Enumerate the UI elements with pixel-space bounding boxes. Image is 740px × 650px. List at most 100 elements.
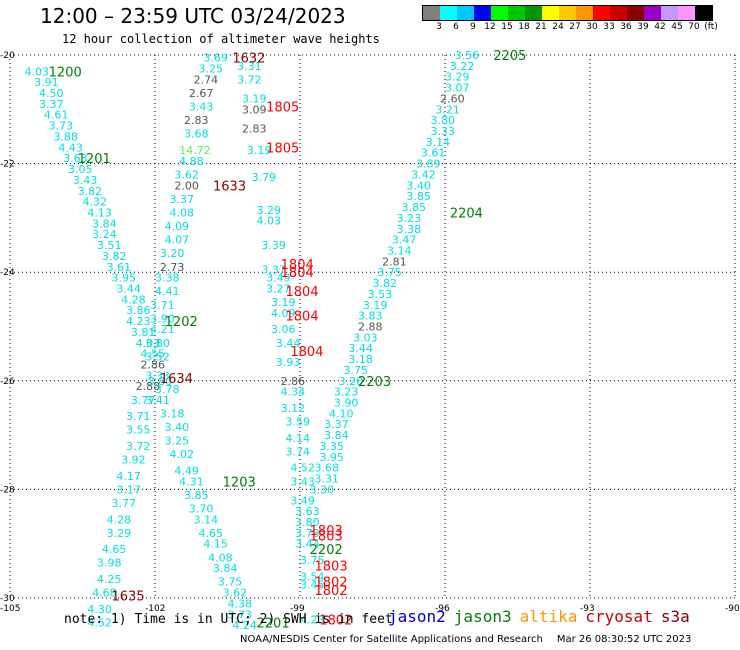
pass-time-label: 1635 bbox=[112, 589, 145, 604]
colorbar-label: 18 bbox=[518, 22, 530, 32]
wave-height-value: 4.50 bbox=[39, 87, 64, 100]
legend-jason2: jason2 bbox=[388, 607, 446, 626]
wave-height-value: 3.20 bbox=[160, 247, 185, 260]
wave-height-value: 3.25 bbox=[165, 435, 190, 448]
wave-height-value: 3.18 bbox=[160, 407, 185, 420]
colorbar-swatch bbox=[610, 6, 627, 20]
wave-height-colorbar: 3 6 9 12 15 18 21 24 27 30 33 36 39 42 45 70 (ft) bbox=[422, 5, 718, 33]
colorbar-label: 27 bbox=[569, 22, 581, 32]
wave-height-value: 4.10 bbox=[329, 407, 354, 420]
wave-height-value: 4.61 bbox=[44, 109, 68, 122]
colorbar-swatches bbox=[422, 5, 713, 21]
pass-time-label: 2203 bbox=[358, 375, 391, 390]
wave-height-value: 3.43 bbox=[290, 475, 315, 488]
pass-time-label: 1804 bbox=[281, 258, 314, 273]
wave-height-value: 4.21 bbox=[150, 323, 175, 336]
lat-tick-label: -24 bbox=[0, 268, 15, 278]
wave-height-value: 2.74 bbox=[194, 73, 219, 86]
wave-height-value: 4.32 bbox=[83, 196, 108, 209]
wave-height-value: 3.82 bbox=[78, 185, 103, 198]
generated-timestamp: Mar 26 08:30:52 UTC 2023 bbox=[556, 634, 692, 645]
pass-time-label: 1804 bbox=[290, 345, 323, 360]
wave-height-value: 3.77 bbox=[112, 497, 137, 510]
wave-height-value: 4.23 bbox=[126, 315, 151, 328]
wave-height-value: 4.55 bbox=[141, 348, 166, 361]
wave-height-value: 3.85 bbox=[184, 489, 209, 502]
wave-height-value: 3.72 bbox=[237, 73, 262, 86]
wave-height-value: 3.75 bbox=[377, 266, 402, 279]
wave-height-value: 4.34 bbox=[281, 386, 306, 399]
wave-height-value: 4.13 bbox=[87, 206, 112, 219]
wave-height-value: 3.49 bbox=[266, 272, 291, 285]
wave-height-value: 3.39 bbox=[261, 239, 286, 252]
wave-height-value: 3.37 bbox=[261, 263, 286, 276]
lon-tick-label: -96 bbox=[435, 604, 450, 614]
pass-time-label: 2201 bbox=[257, 616, 290, 631]
wave-height-value: 3.47 bbox=[392, 234, 417, 247]
wave-height-value: 3.19 bbox=[363, 299, 388, 312]
wave-height-value: 2.86 bbox=[281, 375, 306, 388]
wave-height-value: 3.83 bbox=[358, 310, 383, 323]
wave-height-value: 3.43 bbox=[189, 101, 214, 114]
wave-height-value: 4.08 bbox=[170, 206, 195, 219]
wave-height-value: 3.73 bbox=[49, 120, 74, 133]
wave-height-value: 4.52 bbox=[87, 616, 112, 629]
wave-height-value: 3.85 bbox=[406, 190, 431, 203]
wave-height-value: 2.83 bbox=[184, 114, 209, 127]
wave-height-value: 3.69 bbox=[203, 52, 228, 65]
wave-height-value: 4.15 bbox=[203, 538, 228, 551]
wave-height-value: 2.00 bbox=[174, 179, 199, 192]
wave-height-value: 3.27 bbox=[266, 282, 291, 295]
wave-height-value: 3.44 bbox=[348, 342, 373, 355]
wave-height-value: 3.86 bbox=[126, 304, 151, 317]
colorbar-label: 33 bbox=[603, 22, 615, 32]
wave-height-value: 3.19 bbox=[247, 144, 271, 157]
wave-height-value: 3.95 bbox=[112, 272, 137, 285]
wave-height-value: 3.42 bbox=[411, 168, 436, 181]
wave-height-value: 4.02 bbox=[170, 448, 195, 461]
colorbar-swatch bbox=[576, 6, 593, 20]
wave-height-value: 4.03 bbox=[136, 337, 161, 350]
wave-height-value: 4.68 bbox=[92, 587, 117, 600]
wave-height-value: 4.17 bbox=[116, 470, 141, 483]
colorbar-label: 70 bbox=[688, 22, 700, 32]
wave-height-value: 3.93 bbox=[276, 356, 301, 369]
wave-height-value: 3.82 bbox=[102, 250, 127, 263]
pass-time-label: 1632 bbox=[232, 52, 265, 67]
wave-height-value: 3.77 bbox=[131, 394, 156, 407]
wave-height-value: 3.31 bbox=[237, 60, 262, 73]
colorbar-swatch bbox=[508, 6, 525, 20]
pass-time-label: 1803 bbox=[310, 530, 343, 545]
wave-height-value: 3.18 bbox=[348, 353, 373, 366]
pass-time-label: 1805 bbox=[266, 101, 299, 116]
wave-height-value: 3.05 bbox=[68, 163, 93, 176]
lon-tick-label: -93 bbox=[580, 604, 595, 614]
colorbar-label: 30 bbox=[586, 22, 598, 32]
wave-height-value: 4.09 bbox=[271, 307, 296, 320]
wave-height-value: 3.81 bbox=[131, 326, 156, 339]
wave-height-value: 3.06 bbox=[271, 323, 296, 336]
wave-height-value: 3.63 bbox=[295, 505, 320, 518]
wave-height-value: 2.88 bbox=[136, 380, 161, 393]
wave-height-value: 3.62 bbox=[223, 587, 248, 600]
lat-tick-label: -28 bbox=[0, 485, 15, 495]
colorbar-swatch bbox=[525, 6, 542, 20]
lat-tick-label: -30 bbox=[0, 594, 15, 604]
pass-time-label: 1200 bbox=[49, 65, 82, 80]
pass-time-labels: 1200 1201 1202 1203 2202 2201 2203 2204 2205 1632… bbox=[49, 49, 527, 631]
wave-height-value: 4.49 bbox=[174, 464, 199, 477]
wave-height-value: 3.51 bbox=[97, 239, 122, 252]
wave-height-value: 4.23 bbox=[300, 614, 325, 627]
wave-height-value: 3.89 bbox=[416, 158, 441, 171]
colorbar-swatch bbox=[423, 6, 440, 20]
wave-height-value: 3.19 bbox=[242, 92, 267, 105]
wave-height-value: 3.98 bbox=[97, 557, 122, 570]
pass-time-label: 1634 bbox=[160, 372, 193, 387]
wave-height-value: 3.75 bbox=[218, 576, 243, 589]
satellite-legend: jason2 jason3 altika cryosat s3a bbox=[388, 607, 698, 626]
map-title: 12:00 – 23:59 UTC 03/24/2023 bbox=[40, 4, 346, 28]
wave-height-value: 3.90 bbox=[334, 397, 359, 410]
wave-height-value: 3.53 bbox=[368, 288, 393, 301]
pass-time-label: 1803 bbox=[315, 559, 348, 574]
wave-height-value: 3.07 bbox=[445, 82, 470, 95]
